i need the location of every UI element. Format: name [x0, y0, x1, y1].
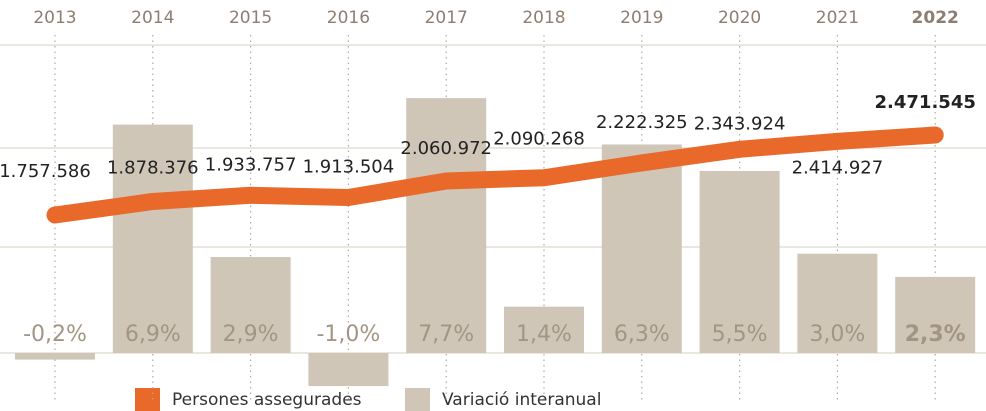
bar	[895, 276, 976, 353]
x-tick-label: 2016	[327, 8, 370, 28]
bar-label: 1,4%	[516, 322, 572, 347]
line-label: 2.090.268	[493, 129, 585, 150]
bar-label: 6,3%	[614, 322, 670, 347]
bar-label: 5,5%	[712, 322, 768, 347]
legend-label: Persones assegurades	[172, 390, 362, 410]
x-tick-label: 2022	[912, 8, 959, 28]
bar	[112, 124, 193, 353]
bar	[406, 98, 487, 353]
bar	[699, 170, 780, 353]
x-tick-label: 2017	[425, 8, 468, 28]
bar-label: -1,0%	[316, 322, 380, 347]
bar	[15, 353, 95, 360]
line-label: 2.343.924	[694, 113, 786, 134]
line	[46, 126, 944, 224]
x-tick-label: 2020	[718, 8, 761, 28]
legend-swatch	[405, 388, 430, 411]
line-label: 1.757.586	[0, 161, 91, 182]
bar	[308, 353, 389, 387]
x-tick-label: 2014	[131, 8, 174, 28]
bar	[601, 144, 682, 353]
bar	[504, 306, 584, 353]
bar-label: -0,2%	[23, 322, 87, 347]
legend-label: Variació interanual	[442, 390, 601, 410]
line-label: 2.060.972	[400, 138, 492, 159]
bar-label: 6,9%	[125, 322, 181, 347]
bar-label: 3,0%	[809, 322, 865, 347]
x-tick-label: 2013	[33, 8, 76, 28]
x-tick-label: 2015	[229, 8, 272, 28]
x-tick-label: 2019	[620, 8, 663, 28]
bar-label: 7,7%	[418, 322, 474, 347]
line-label: 1.878.376	[107, 157, 199, 178]
line-label: 1.913.504	[303, 157, 395, 178]
line-label: 2.222.325	[596, 112, 688, 133]
bar	[797, 253, 878, 353]
x-tick-label: 2021	[816, 8, 859, 28]
legend-swatch	[135, 388, 160, 411]
line-label: 2.414.927	[792, 157, 884, 178]
bar	[210, 257, 291, 353]
line-label: 2.471.545	[875, 92, 976, 113]
bar-label: 2,3%	[905, 322, 966, 347]
bar-label: 2,9%	[223, 322, 279, 347]
line-label: 1.933.757	[205, 154, 297, 175]
x-tick-label: 2018	[522, 8, 565, 28]
